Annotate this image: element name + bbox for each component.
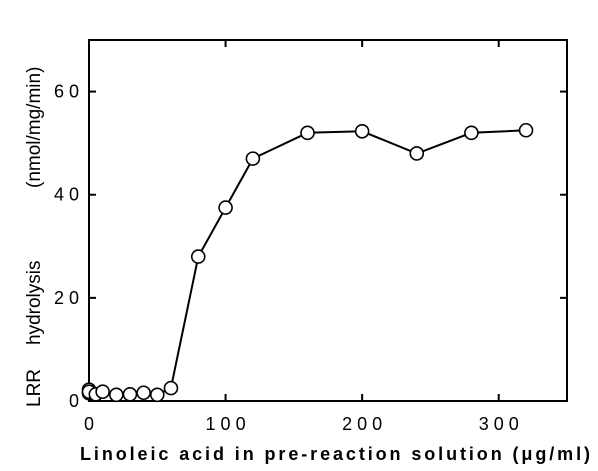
data-point-15 — [409, 146, 425, 161]
x-axis-ticks: 0 1 0 0 2 0 0 3 0 0 — [84, 40, 519, 434]
y-axis-label-hydrolysis: hydrolysis — [24, 261, 45, 345]
y-axis-label-lrr: LRR — [24, 369, 45, 407]
y-axis-label-unit: (nmol/mg/min) — [24, 67, 45, 188]
x-tick-label-300: 3 0 0 — [479, 414, 519, 434]
data-point-13 — [300, 125, 315, 141]
data-point-16 — [464, 125, 479, 141]
y-tick-label-40: 4 0 — [54, 185, 79, 205]
y-tick-label-60: 6 0 — [54, 82, 79, 102]
y-axis-ticks: 0 2 0 4 0 6 0 — [54, 82, 567, 411]
data-point-6 — [122, 386, 138, 402]
x-axis-label: Linoleic acid in pre-reaction solution (… — [80, 444, 590, 464]
data-point-11 — [218, 200, 233, 215]
x-tick-label-0: 0 — [84, 414, 94, 434]
y-tick-label-20: 2 0 — [54, 288, 79, 308]
data-point-12 — [245, 151, 261, 166]
data-point-9 — [163, 380, 179, 396]
data-point-4 — [95, 384, 110, 400]
series-line — [88, 129, 527, 396]
data-point-17 — [518, 122, 534, 138]
data-point-7 — [136, 385, 151, 401]
data-markers — [81, 122, 534, 403]
y-tick-label-0: 0 — [69, 391, 79, 411]
data-point-5 — [109, 387, 124, 403]
data-point-8 — [149, 387, 165, 403]
x-tick-label-100: 1 0 0 — [206, 414, 246, 434]
data-point-14 — [354, 123, 370, 139]
plot-frame — [88, 39, 568, 402]
data-point-10 — [190, 249, 206, 264]
x-tick-label-200: 2 0 0 — [342, 414, 382, 434]
